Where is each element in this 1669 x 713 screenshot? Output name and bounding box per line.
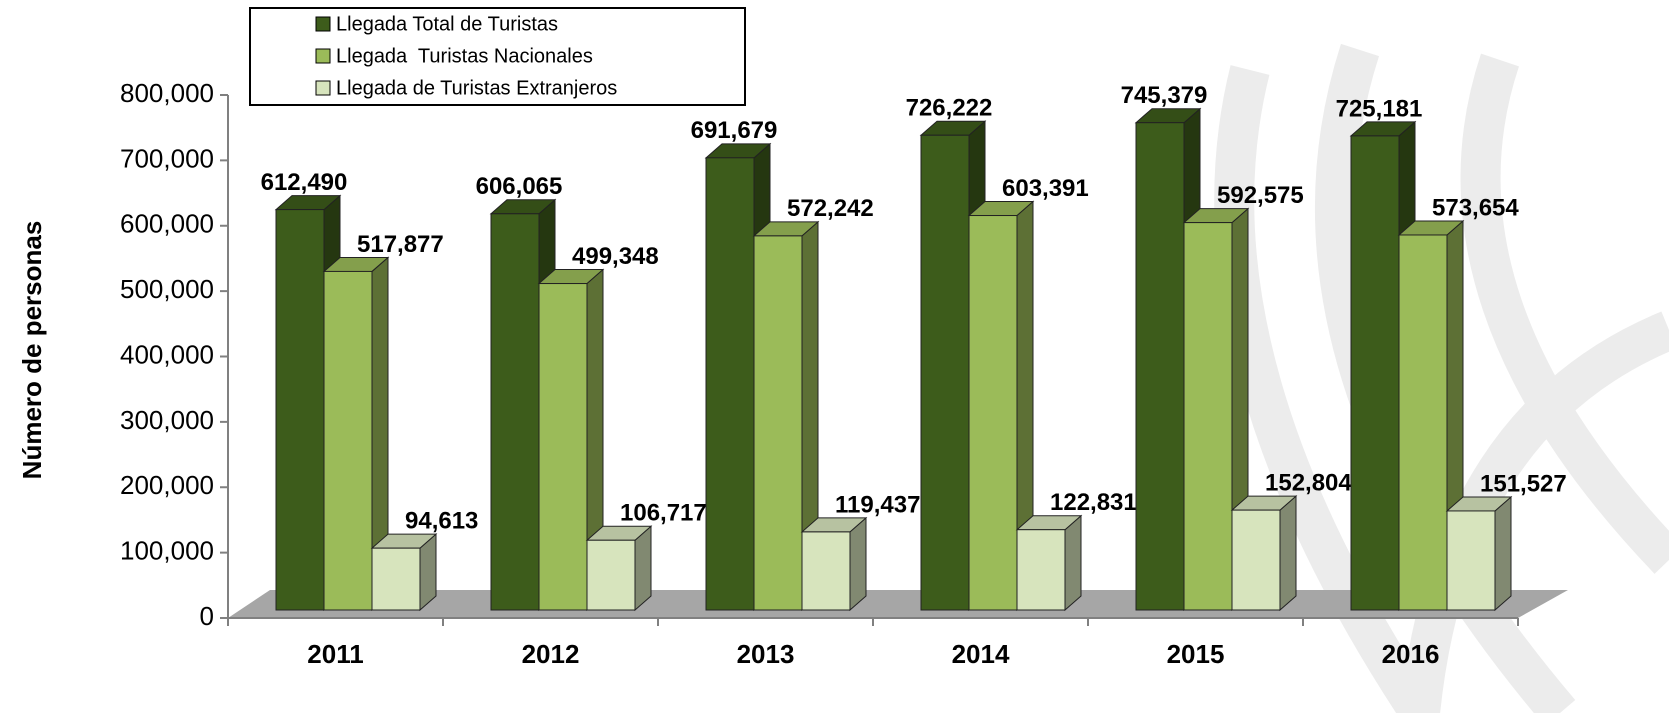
bar-front [1446, 510, 1496, 611]
bar-front [1398, 234, 1448, 611]
legend-label: Llegada de Turistas Extranjeros [336, 77, 617, 99]
y-tick-label: 200,000 [120, 470, 214, 500]
data-label: 517,877 [357, 231, 444, 258]
bar-side [1064, 514, 1082, 612]
bar-front [1350, 135, 1400, 611]
bar-front [1016, 529, 1066, 611]
x-tick-label: 2012 [522, 639, 580, 669]
bar-front [538, 283, 588, 611]
bar-front [801, 531, 851, 611]
legend-label: Llegada Turistas Nacionales [336, 45, 593, 67]
legend-swatch [315, 48, 331, 64]
x-tick-label: 2016 [1382, 639, 1440, 669]
data-label: 691,679 [691, 117, 778, 144]
y-tick-label: 300,000 [120, 405, 214, 435]
bar [1182, 207, 1250, 612]
bar-front [753, 235, 803, 611]
legend-swatch [315, 16, 331, 32]
legend-label: Llegada Total de Turistas [336, 13, 558, 35]
bar-front [920, 134, 970, 611]
x-tick-label: 2014 [952, 639, 1010, 669]
x-tick-label: 2011 [307, 639, 363, 669]
data-label: 94,613 [405, 507, 478, 534]
data-label: 119,437 [835, 491, 920, 518]
bar [537, 268, 605, 612]
data-label: 122,831 [1050, 489, 1137, 516]
legend-box [249, 7, 746, 106]
data-label: 106,717 [620, 500, 707, 527]
legend-swatch [315, 80, 331, 96]
bar-side [1494, 495, 1512, 612]
y-tick-label: 400,000 [120, 339, 214, 369]
bar-side [1279, 495, 1297, 612]
bar [1445, 495, 1513, 612]
bar-front [705, 157, 755, 611]
bar-front [968, 215, 1018, 611]
bar-front [323, 270, 373, 611]
data-label: 612,490 [261, 169, 348, 196]
data-label: 499,348 [572, 243, 659, 270]
bar-front [1135, 122, 1185, 611]
bar-front [371, 547, 421, 611]
data-label: 151,527 [1480, 470, 1567, 497]
data-label: 726,222 [906, 95, 993, 122]
bar-front [1183, 222, 1233, 611]
bar-front [1231, 509, 1281, 611]
y-tick-label: 100,000 [120, 536, 214, 566]
y-tick-label: 700,000 [120, 143, 214, 173]
bar [1230, 495, 1298, 612]
x-tick-label: 2013 [737, 639, 795, 669]
bar [1015, 514, 1083, 612]
bar-front [586, 539, 636, 611]
data-label: 745,379 [1121, 82, 1208, 109]
data-label: 573,654 [1432, 194, 1519, 221]
bar [585, 525, 653, 612]
y-tick-label: 600,000 [120, 209, 214, 239]
data-label: 603,391 [1002, 175, 1089, 202]
x-tick-label: 2015 [1167, 639, 1225, 669]
y-axis-label: Número de personas [17, 221, 47, 480]
y-tick-label: 500,000 [120, 274, 214, 304]
bar [752, 220, 820, 612]
bar-side [634, 525, 652, 612]
data-label: 606,065 [476, 173, 563, 200]
bar [322, 256, 390, 612]
data-label: 592,575 [1217, 182, 1304, 209]
bar-front [275, 209, 325, 611]
legend: Llegada Total de Turistas Llegada Turista… [249, 7, 746, 106]
data-label: 725,181 [1336, 95, 1423, 122]
bar [370, 533, 438, 612]
bar [800, 516, 868, 612]
bar-front [490, 213, 540, 611]
data-label: 572,242 [787, 195, 874, 222]
data-label: 152,804 [1265, 469, 1352, 496]
y-tick-label: 800,000 [120, 78, 214, 108]
bar [967, 200, 1035, 612]
y-tick-label: 0 [200, 601, 214, 631]
bar-side [849, 516, 867, 612]
